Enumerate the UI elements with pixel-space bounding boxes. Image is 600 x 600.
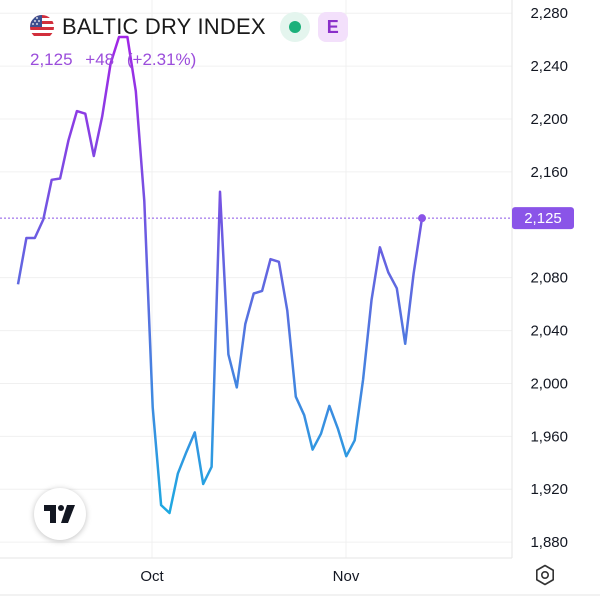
us-flag-icon bbox=[30, 15, 54, 39]
price-label-badge: 2,125 bbox=[512, 207, 574, 230]
y-tick-label: 1,880 bbox=[530, 534, 568, 551]
last-price-dot bbox=[418, 214, 426, 223]
last-price: 2,125 bbox=[30, 50, 73, 69]
chart-header: BALTIC DRY INDEX E bbox=[30, 12, 348, 42]
y-tick-label: 2,040 bbox=[530, 323, 568, 340]
x-tick-label: Oct bbox=[140, 568, 164, 585]
market-status-badge[interactable] bbox=[279, 12, 310, 42]
settings-icon[interactable] bbox=[534, 564, 556, 586]
series-line bbox=[16, 35, 424, 515]
y-tick-label: 1,920 bbox=[530, 481, 568, 498]
symbol-title[interactable]: BALTIC DRY INDEX bbox=[62, 14, 266, 39]
y-tick-label: 2,160 bbox=[530, 164, 568, 181]
price-label-text: 2,125 bbox=[524, 210, 562, 227]
quote-line: 2,125 +48 (+2.31%) bbox=[30, 50, 204, 70]
exchange-badge[interactable]: E bbox=[317, 12, 348, 42]
y-tick-label: 1,960 bbox=[530, 428, 568, 445]
x-tick-label: Nov bbox=[333, 568, 360, 585]
y-tick-label: 2,080 bbox=[530, 270, 568, 287]
y-tick-label: 2,000 bbox=[530, 375, 568, 392]
tradingview-logo-icon[interactable] bbox=[34, 488, 86, 540]
market-status-dot-icon bbox=[288, 21, 301, 33]
price-change-percent: (+2.31%) bbox=[126, 50, 197, 69]
y-tick-label: 2,200 bbox=[530, 111, 568, 128]
y-tick-label: 2,240 bbox=[530, 58, 568, 75]
y-tick-label: 2,280 bbox=[530, 5, 568, 22]
price-change: +48 bbox=[85, 50, 115, 69]
